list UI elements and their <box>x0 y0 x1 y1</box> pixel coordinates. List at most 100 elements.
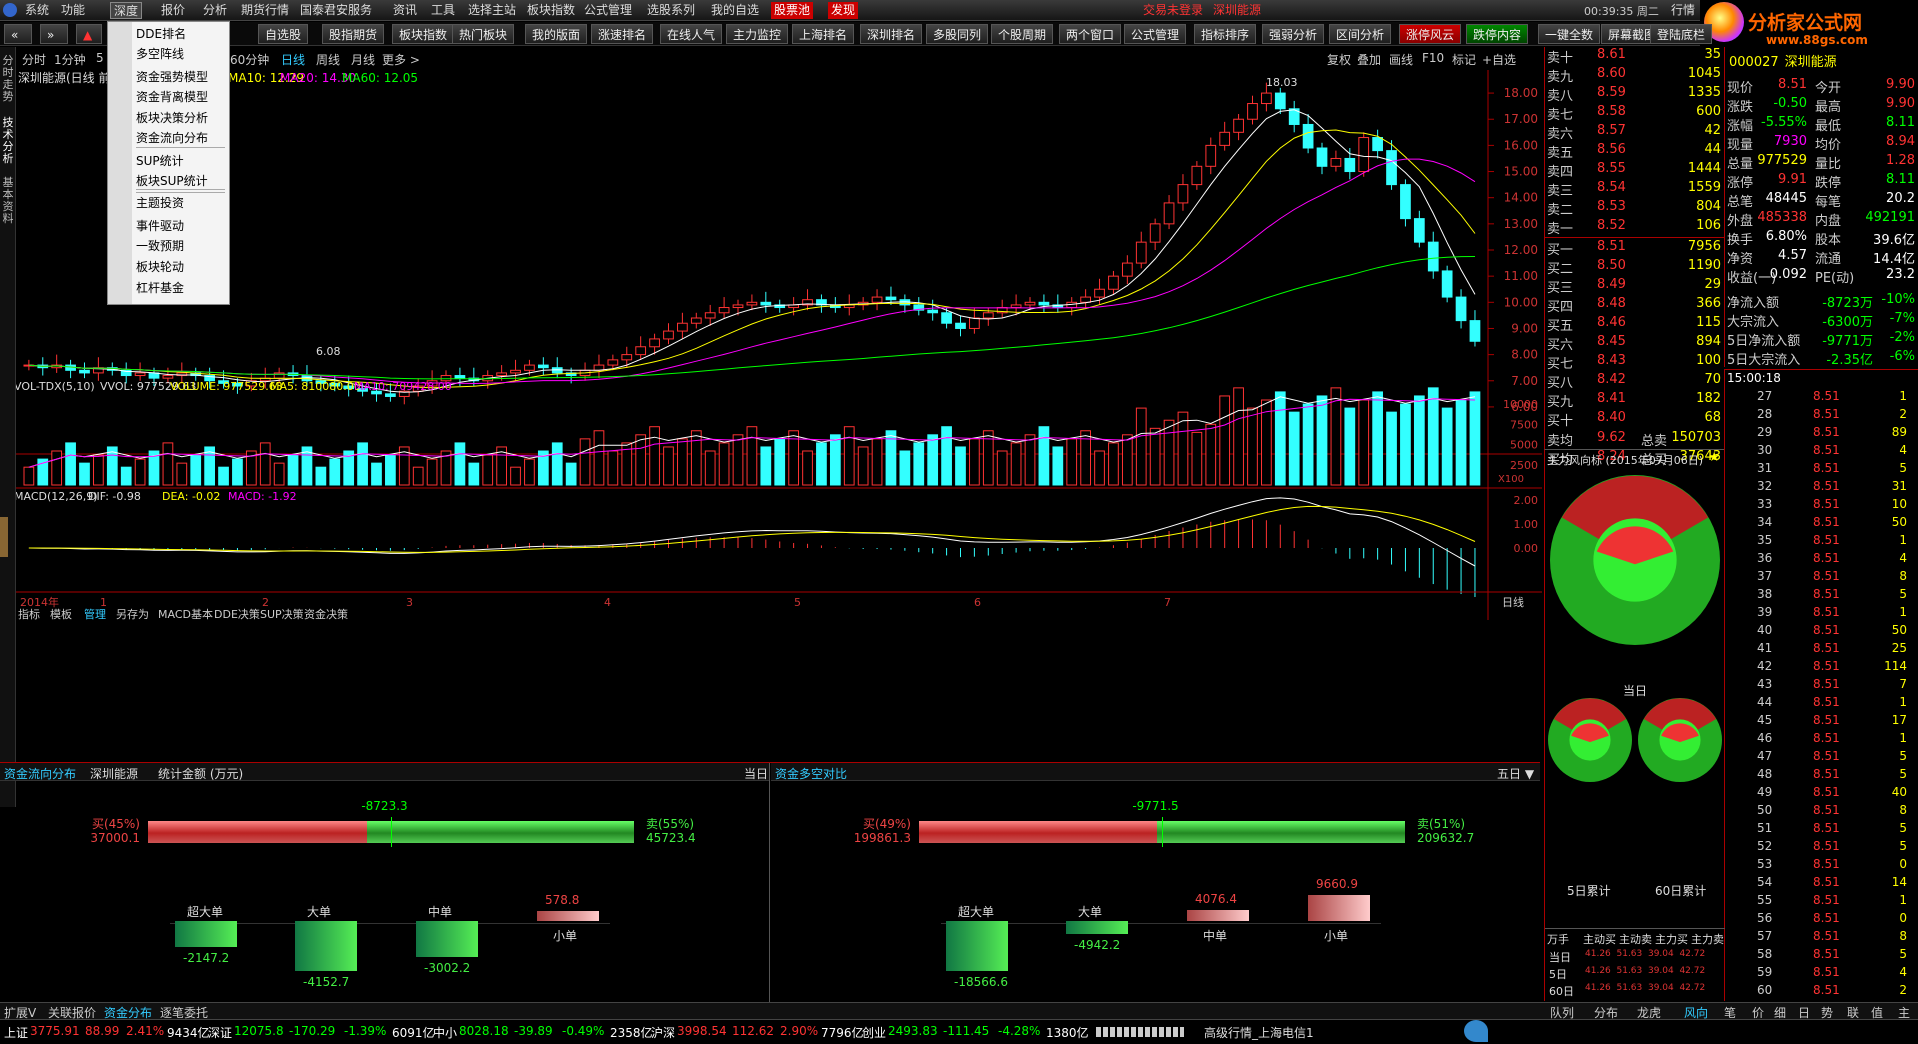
order-sell-row[interactable]: 卖九 8.60 1045 <box>1545 66 1725 85</box>
toolbar-button-16[interactable]: 强弱分析 <box>1262 24 1325 44</box>
menu-item-10[interactable]: 板块指数 <box>527 3 576 17</box>
toolbar-button-11[interactable]: 多股同列 <box>926 24 989 44</box>
toolbar-button-21[interactable]: 屏幕截图 <box>1601 24 1664 44</box>
right-tab-1[interactable]: 分布 <box>1594 1006 1619 1020</box>
menu-item-13[interactable]: 我的自选 <box>711 3 760 17</box>
toolbar-button-6[interactable]: 涨速排名 <box>591 24 654 44</box>
bottom-tab-2[interactable]: 资金分布 <box>104 1006 153 1020</box>
right-tab-11[interactable]: 主 <box>1898 1006 1911 1020</box>
order-sell-row[interactable]: 卖十 8.61 35 <box>1545 47 1725 66</box>
order-buy-row[interactable]: 买七 8.43 100 <box>1545 353 1725 372</box>
dropdown-item-5[interactable]: 资金流向分布 <box>136 131 209 145</box>
indicator-tab-2[interactable]: 管理 <box>84 607 106 620</box>
menu-item-4[interactable]: 分析 <box>203 3 228 17</box>
toolbar-button-7[interactable]: 在线人气 <box>660 24 723 44</box>
chart-tool-1[interactable]: 叠加 <box>1357 53 1382 67</box>
order-buy-row[interactable]: 买一 8.51 7956 <box>1545 239 1725 258</box>
period-tab-2[interactable]: 5 <box>96 51 104 65</box>
period-tab-0[interactable]: 分时 <box>22 53 47 67</box>
login-notice[interactable]: 交易未登录 <box>1143 3 1204 17</box>
order-buy-row[interactable]: 买二 8.50 1190 <box>1545 258 1725 277</box>
period-tab-6[interactable]: 月线 <box>351 53 376 67</box>
right-tab-5[interactable]: 价 <box>1752 1006 1765 1020</box>
flow-tab-1[interactable]: 深圳能源 <box>90 767 139 781</box>
toolbar-button-1[interactable]: 自选股 <box>258 24 309 44</box>
chart-tool-4[interactable]: 标记 <box>1452 53 1477 67</box>
menu-item-12[interactable]: 选股系列 <box>647 3 696 17</box>
chart-tool-2[interactable]: 画线 <box>1389 53 1414 67</box>
period-tab-7[interactable]: 更多 > <box>382 53 420 67</box>
dropdown-item-8[interactable]: 主题投资 <box>136 196 185 210</box>
nav-back-button[interactable]: « <box>4 24 32 44</box>
flow-tab-2[interactable]: 统计金额 (万元) <box>158 767 244 781</box>
menu-item-3[interactable]: 报价 <box>161 3 186 17</box>
indicator-tab-1[interactable]: 模板 <box>50 607 72 620</box>
order-sell-row[interactable]: 卖二 8.53 804 <box>1545 199 1725 218</box>
order-buy-row[interactable]: 买三 8.49 29 <box>1545 277 1725 296</box>
chart-tool-0[interactable]: 复权 <box>1327 53 1352 67</box>
dropdown-item-12[interactable]: 杠杆基金 <box>136 281 185 295</box>
dropdown-item-4[interactable]: 板块决策分析 <box>136 111 209 125</box>
order-buy-row[interactable]: 买五 8.46 115 <box>1545 315 1725 334</box>
flow-period[interactable]: 当日 <box>744 767 769 781</box>
order-sell-row[interactable]: 卖一 8.52 106 <box>1545 218 1725 237</box>
menu-item-14[interactable]: 股票池 <box>771 2 814 19</box>
indicator-tab-6[interactable]: SUP决策 <box>260 607 304 620</box>
flow-tab-0[interactable]: 资金流向分布 <box>4 767 77 781</box>
menu-item-0[interactable]: 系统 <box>25 3 50 17</box>
toolbar-button-13[interactable]: 两个窗口 <box>1059 24 1122 44</box>
star-icon[interactable]: ★ <box>1708 450 1720 465</box>
left-tab-1[interactable]: 技术分析 <box>2 116 14 165</box>
dropdown-item-1[interactable]: 多空阵线 <box>136 47 185 61</box>
toolbar-button-18[interactable]: 涨停风云 <box>1399 24 1462 44</box>
dropdown-item-10[interactable]: 一致预期 <box>136 239 185 253</box>
bottom-tab-3[interactable]: 逐笔委托 <box>160 1006 209 1020</box>
period-tab-5[interactable]: 周线 <box>316 53 341 67</box>
order-buy-row[interactable]: 买九 8.41 182 <box>1545 391 1725 410</box>
dropdown-item-6[interactable]: SUP统计 <box>136 154 184 168</box>
indicator-tab-7[interactable]: 资金决策 <box>304 607 348 620</box>
indicator-tab-4[interactable]: MACD基本 <box>158 607 213 620</box>
dropdown-item-3[interactable]: 资金背离模型 <box>136 90 209 104</box>
toolbar-button-5[interactable]: 我的版面 <box>525 24 588 44</box>
order-buy-row[interactable]: 买八 8.42 70 <box>1545 372 1725 391</box>
dropdown-item-7[interactable]: 板块SUP统计 <box>136 174 208 188</box>
tick-list[interactable]: 15:00:18 27 8.51 1 28 8.51 2 29 8.51 89 30 8.51 4 31 8… <box>1724 369 1918 1001</box>
dropdown-item-2[interactable]: 资金强势模型 <box>136 70 209 84</box>
order-sell-row[interactable]: 卖三 8.54 1559 <box>1545 180 1725 199</box>
stock-notice[interactable]: 深圳能源 <box>1213 3 1262 17</box>
bottom-tab-1[interactable]: 关联报价 <box>48 1006 97 1020</box>
right-tab-7[interactable]: 日 <box>1798 1006 1811 1020</box>
right-tab-4[interactable]: 笔 <box>1724 1006 1737 1020</box>
left-tab-2[interactable]: 基本资料 <box>2 176 14 225</box>
period-tab-1[interactable]: 1分钟 <box>54 53 86 67</box>
toolbar-button-17[interactable]: 区间分析 <box>1329 24 1392 44</box>
indicator-tab-5[interactable]: DDE决策 <box>214 607 260 620</box>
order-buy-row[interactable]: 买四 8.48 366 <box>1545 296 1725 315</box>
period-tab-4[interactable]: 日线 <box>281 53 306 67</box>
menu-item-5[interactable]: 期货行情 <box>241 3 290 17</box>
menu-item-11[interactable]: 公式管理 <box>584 3 633 17</box>
menu-item-8[interactable]: 工具 <box>431 3 456 17</box>
toolbar-button-12[interactable]: 个股周期 <box>991 24 1054 44</box>
menu-item-9[interactable]: 选择主站 <box>468 3 517 17</box>
chart-tool-5[interactable]: +自选 <box>1482 53 1517 67</box>
menu-item-7[interactable]: 资讯 <box>393 3 418 17</box>
order-buy-row[interactable]: 买六 8.45 894 <box>1545 334 1725 353</box>
toolbar-button-19[interactable]: 跌停内容 <box>1466 24 1529 44</box>
right-tab-8[interactable]: 势 <box>1821 1006 1834 1020</box>
order-sell-row[interactable]: 卖四 8.55 1444 <box>1545 161 1725 180</box>
right-tab-6[interactable]: 细 <box>1774 1006 1787 1020</box>
dropdown-item-11[interactable]: 板块轮动 <box>136 260 185 274</box>
left-tab-handle[interactable] <box>0 517 8 557</box>
toolbar-button-20[interactable]: 一键全数 <box>1538 24 1601 44</box>
dropdown-item-9[interactable]: 事件驱动 <box>136 219 185 233</box>
menu-item-2[interactable]: 深度 <box>110 2 143 19</box>
order-sell-row[interactable]: 卖八 8.59 1335 <box>1545 85 1725 104</box>
right-tab-0[interactable]: 队列 <box>1550 1006 1575 1020</box>
period-tab-3[interactable]: 60分钟 <box>230 53 270 67</box>
toolbar-button-3[interactable]: 板块指数 <box>392 24 455 44</box>
menu-item-15[interactable]: 发现 <box>828 2 859 19</box>
menu-right-0[interactable]: 行情 <box>1671 3 1696 17</box>
